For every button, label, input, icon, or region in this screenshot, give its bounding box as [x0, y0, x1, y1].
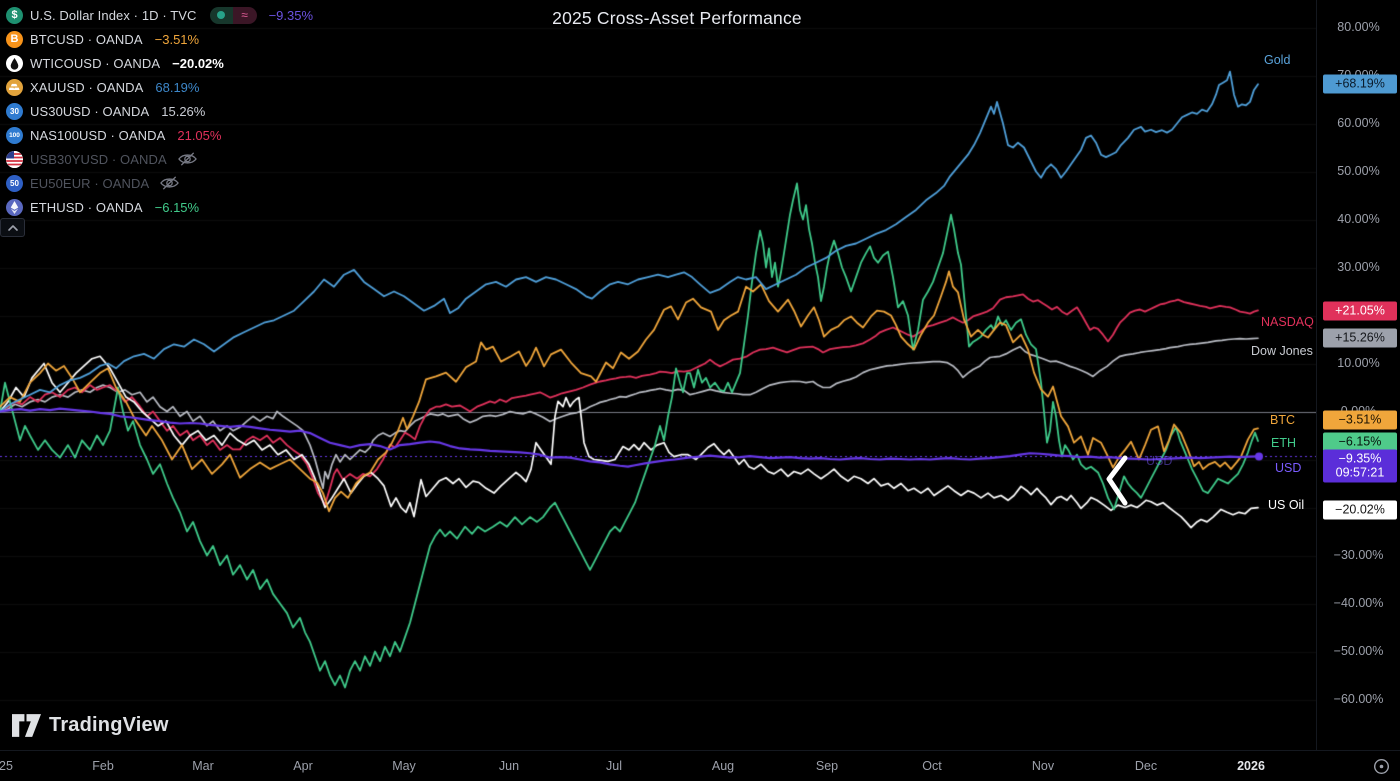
price-tick: −40.00% — [1333, 596, 1384, 610]
legend-symbol-label: NAS100USD · OANDA — [30, 127, 166, 143]
price-badge-eth: −6.15% — [1323, 432, 1397, 452]
time-tick: Sep — [815, 759, 839, 773]
legend-change-value: 15.26% — [161, 103, 206, 119]
legend-row-wticousd[interactable]: WTICOUSD · OANDA −20.02% — [6, 51, 313, 75]
legend-symbol-label: US30USD · OANDA — [30, 103, 150, 119]
legend-row-usd-index[interactable]: $ U.S. Dollar Index · 1D · TVC ≈ −9.35% — [6, 3, 313, 27]
price-badge-dow: +15.26% — [1323, 328, 1397, 348]
legend-row-nas100usd[interactable]: 100 NAS100USD · OANDA 21.05% — [6, 123, 313, 147]
price-tick: −30.00% — [1333, 548, 1384, 562]
price-badge-usoil: −20.02% — [1323, 500, 1397, 520]
legend-change-value: −20.02% — [172, 55, 224, 71]
line-label-usoil: US Oil — [1268, 498, 1305, 512]
price-tick: 10.00% — [1337, 356, 1380, 370]
eye-off-icon[interactable] — [160, 176, 180, 190]
legend-symbol-label: U.S. Dollar Index · 1D · TVC — [30, 7, 197, 23]
tradingview-glyph-icon — [12, 714, 41, 737]
price-tick: −50.00% — [1333, 644, 1384, 658]
legend-change-value: 21.05% — [177, 127, 222, 143]
price-tick: 50.00% — [1337, 164, 1380, 178]
line-label-dowjones: Dow Jones — [1251, 344, 1313, 358]
chart-canvas[interactable] — [0, 0, 1316, 750]
line-label-gold: Gold — [1264, 53, 1291, 67]
bitcoin-icon: B — [6, 30, 23, 48]
approx-status-icon: ≈ — [232, 6, 257, 24]
us-flag-icon — [6, 150, 23, 168]
price-tick: 80.00% — [1337, 20, 1380, 34]
legend-change-value: 68.19% — [155, 79, 200, 95]
time-tick: Jul — [606, 759, 622, 773]
legend-symbol-label: WTICOUSD · OANDA — [30, 55, 161, 71]
price-tick: 30.00% — [1337, 260, 1380, 274]
legend-row-btcusd[interactable]: B BTCUSD · OANDA −3.51% — [6, 27, 313, 51]
time-tick: Oct — [922, 759, 942, 773]
mouse-cursor-chevron — [1106, 455, 1128, 506]
price-tick: 40.00% — [1337, 212, 1380, 226]
nas100-circle-icon: 100 — [6, 126, 23, 144]
legend-change-value: −3.51% — [154, 31, 200, 47]
chart-title[interactable]: 2025 Cross-Asset Performance — [552, 8, 802, 28]
time-tick: Feb — [92, 759, 114, 773]
time-tick: Apr — [293, 759, 313, 773]
line-label-nasdaq: NASDAQ — [1261, 315, 1314, 329]
time-tick: Mar — [192, 759, 214, 773]
time-tick: May — [392, 759, 416, 773]
price-scale[interactable]: 80.00% 70.00% 60.00% 50.00% 40.00% 30.00… — [1316, 0, 1400, 750]
legend-symbol-label: ETHUSD · OANDA — [30, 199, 143, 215]
time-tick-year: 2026 — [1237, 759, 1265, 773]
time-tick: Nov — [1031, 759, 1055, 773]
price-badge-nasdaq: +21.05% — [1323, 301, 1397, 321]
eu50-circle-icon: 50 — [6, 174, 23, 192]
dollar-circle-icon: $ — [6, 6, 23, 24]
ethereum-icon — [6, 198, 23, 216]
us30-circle-icon: 30 — [6, 102, 23, 120]
price-badge-usd: −9.35% 09:57:21 — [1323, 449, 1397, 483]
price-tick: −60.00% — [1333, 692, 1384, 706]
legend-row-us30usd[interactable]: 30 US30USD · OANDA 15.26% — [6, 99, 313, 123]
legend-symbol-label: BTCUSD · OANDA — [30, 31, 143, 47]
legend-row-ethusd[interactable]: ETHUSD · OANDA −6.15% — [6, 195, 313, 219]
legend-symbol-label: EU50EUR · OANDA — [30, 175, 150, 191]
market-status-pill[interactable]: ≈ — [209, 6, 257, 24]
symbol-legend: $ U.S. Dollar Index · 1D · TVC ≈ −9.35% … — [6, 3, 313, 219]
line-label-usd: USD — [1275, 461, 1302, 475]
time-tick: Jun — [498, 759, 520, 773]
time-tick: 25 — [0, 759, 13, 773]
legend-collapse-button[interactable] — [0, 218, 25, 237]
countdown-timer: 09:57:21 — [1335, 465, 1385, 480]
line-label-eth: ETH — [1271, 436, 1296, 450]
price-tick: 60.00% — [1337, 116, 1380, 130]
tradingview-logo[interactable]: TradingView — [12, 714, 169, 737]
usd-priceline-watermark: USD — [1146, 454, 1173, 468]
legend-row-usb30yusd[interactable]: USB30YUSD · OANDA — [6, 147, 313, 171]
price-badge-gold: +68.19% — [1323, 74, 1397, 94]
tradingview-wordmark: TradingView — [49, 714, 169, 736]
connection-dot-icon — [209, 6, 233, 24]
legend-row-eu50eur[interactable]: 50 EU50EUR · OANDA — [6, 171, 313, 195]
price-badge-btc: −3.51% — [1323, 410, 1397, 430]
timezone-clock-icon[interactable] — [1373, 758, 1390, 780]
time-tick: Aug — [711, 759, 735, 773]
chart-pane: 2025 Cross-Asset Performance Gold NASDAQ… — [0, 0, 1316, 750]
line-label-btc: BTC — [1270, 413, 1295, 427]
time-tick: Dec — [1134, 759, 1158, 773]
eye-off-icon[interactable] — [177, 152, 197, 166]
time-scale[interactable]: 25 Feb Mar Apr May Jun Jul Aug Sep Oct N… — [0, 750, 1400, 781]
legend-change-value: −9.35% — [268, 7, 314, 23]
legend-symbol-label: USB30YUSD · OANDA — [30, 151, 167, 167]
gold-bars-icon — [6, 78, 23, 96]
legend-symbol-label: XAUUSD · OANDA — [30, 79, 144, 95]
legend-row-xauusd[interactable]: XAUUSD · OANDA 68.19% — [6, 75, 313, 99]
legend-change-value: −6.15% — [154, 199, 200, 215]
oil-drop-icon — [6, 54, 23, 72]
